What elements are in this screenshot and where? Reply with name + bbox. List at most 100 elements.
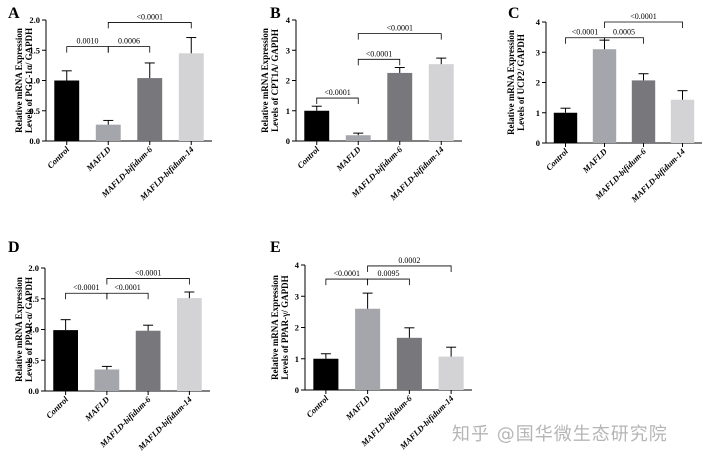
x-tick-label: Control: [304, 393, 331, 420]
y-tick-label: 1.5: [29, 45, 40, 55]
x-tick-label: Control: [295, 144, 322, 171]
significance-bracket: [367, 278, 410, 286]
y-tick-label: 2.0: [28, 263, 39, 273]
p-value-label: <0.0001: [386, 24, 413, 33]
p-value-label: <0.0001: [366, 49, 393, 58]
significance-bracket: [107, 22, 192, 29]
y-tick-label: 0: [536, 138, 540, 148]
significance-bracket: [325, 278, 369, 286]
y-tick-label: 2: [295, 323, 299, 333]
y-tick-label: 0.5: [28, 355, 39, 365]
y-axis-title: Levels of PPAR-γ/ GAPDH: [280, 275, 290, 379]
significance-bracket: [565, 37, 605, 44]
x-tick-label: MAFLD: [343, 393, 372, 422]
bar-mafld-bifidum-14: [177, 298, 202, 391]
x-tick-label: Control: [544, 146, 571, 173]
bar-control: [304, 110, 330, 141]
p-value-label: <0.0001: [135, 268, 162, 277]
bar-mafld: [592, 49, 617, 143]
p-value-label: <0.0001: [114, 283, 141, 292]
y-tick-label: 3: [536, 47, 540, 57]
y-tick-label: 2.0: [29, 15, 40, 25]
y-tick-label: 4: [536, 17, 541, 27]
x-tick-label: MAFLD: [334, 144, 363, 173]
y-axis-title: Relative mRNA Expression: [14, 277, 24, 382]
significance-bracket: [604, 37, 644, 44]
y-tick-label: 1.5: [28, 294, 39, 304]
y-tick-label: 0.0: [29, 136, 40, 146]
bar-mafld: [94, 369, 120, 391]
p-value-label: <0.0001: [136, 12, 163, 21]
y-axis-title: Relative mRNA Expression: [506, 30, 516, 135]
y-axis-title: Relative mRNA Expression: [270, 275, 280, 380]
significance-bracket: [316, 97, 359, 105]
panel-e: E Relative mRNA Expression Levels of PPAR-…: [270, 239, 472, 452]
bar-mafld: [355, 308, 381, 390]
bar-mafld-bifidum-6: [137, 78, 163, 141]
p-value-label: <0.0001: [73, 283, 100, 292]
y-tick-label: 1: [295, 354, 299, 364]
panel-a: A Relative mRNA Expression Levels of PGC-1…: [8, 5, 212, 203]
bar-control: [54, 80, 80, 141]
y-tick-label: 0: [295, 385, 299, 395]
bar-control: [313, 358, 339, 390]
y-axis-title: Levels of PGC-1α/ GAPDH: [24, 28, 34, 133]
significance-bracket: [357, 58, 401, 66]
significance-bracket: [367, 265, 452, 272]
bar-mafld-bifidum-14: [438, 356, 464, 390]
x-tick-label: MAFLD: [84, 144, 113, 173]
bar-control: [53, 330, 78, 391]
y-axis-title: Relative mRNA Expression: [14, 28, 24, 133]
y-axis-title: Levels of CPT1A/ GAPDH: [270, 29, 280, 132]
y-tick-label: 4: [286, 15, 291, 25]
bar-mafld-bifidum-6: [387, 72, 413, 141]
x-tick-label: Control: [44, 394, 71, 421]
bar-mafld-bifidum-14: [428, 64, 454, 141]
p-value-label: 0.0006: [118, 37, 140, 46]
y-tick-label: 3: [295, 291, 299, 301]
bar-mafld-bifidum-14: [178, 53, 204, 141]
panel-letter: D: [8, 239, 20, 256]
y-tick-label: 2: [286, 76, 290, 86]
bar-mafld-bifidum-6: [631, 80, 656, 143]
p-value-label: <0.0001: [324, 88, 351, 97]
y-tick-label: 4: [295, 260, 300, 270]
y-tick-label: 3: [286, 45, 290, 55]
p-value-label: <0.0001: [333, 269, 360, 278]
y-tick-label: 0.0: [28, 386, 39, 396]
x-tick-label: MAFLD: [82, 394, 111, 423]
y-tick-label: 2: [536, 78, 540, 88]
p-value-label: 0.0002: [398, 256, 420, 265]
p-value-label: 0.0095: [378, 269, 400, 278]
p-value-label: <0.0001: [630, 12, 657, 21]
panel-d: D Relative mRNA Expression Levels of PPAR-…: [8, 239, 210, 453]
bar-mafld: [95, 124, 121, 141]
y-axis-title: Relative mRNA Expression: [260, 28, 270, 133]
panel-letter: C: [508, 5, 520, 22]
x-tick-label: MAFLD: [580, 146, 609, 175]
bar-mafld-bifidum-14: [670, 99, 695, 143]
significance-bracket: [106, 278, 190, 285]
y-tick-label: 1.0: [28, 325, 39, 335]
y-tick-label: 1: [536, 108, 540, 118]
y-tick-label: 0.5: [29, 106, 40, 116]
bar-mafld: [345, 135, 371, 141]
bar-control: [553, 112, 578, 143]
p-value-label: 0.0005: [613, 28, 635, 37]
significance-bracket: [106, 292, 149, 300]
y-axis-title: Levels of UCP2/ GAPDH: [516, 34, 526, 131]
bar-mafld-bifidum-6: [396, 337, 422, 390]
y-tick-label: 1: [286, 106, 290, 116]
panel-letter: E: [270, 239, 281, 256]
bar-mafld-bifidum-6: [135, 330, 161, 391]
significance-bracket: [66, 46, 109, 53]
y-tick-label: 0: [286, 136, 290, 146]
panel-letter: A: [8, 5, 20, 22]
significance-bracket: [604, 21, 683, 28]
significance-bracket: [107, 46, 151, 53]
p-value-label: <0.0001: [572, 28, 599, 37]
p-value-label: 0.0010: [77, 37, 99, 46]
significance-bracket: [357, 33, 442, 40]
